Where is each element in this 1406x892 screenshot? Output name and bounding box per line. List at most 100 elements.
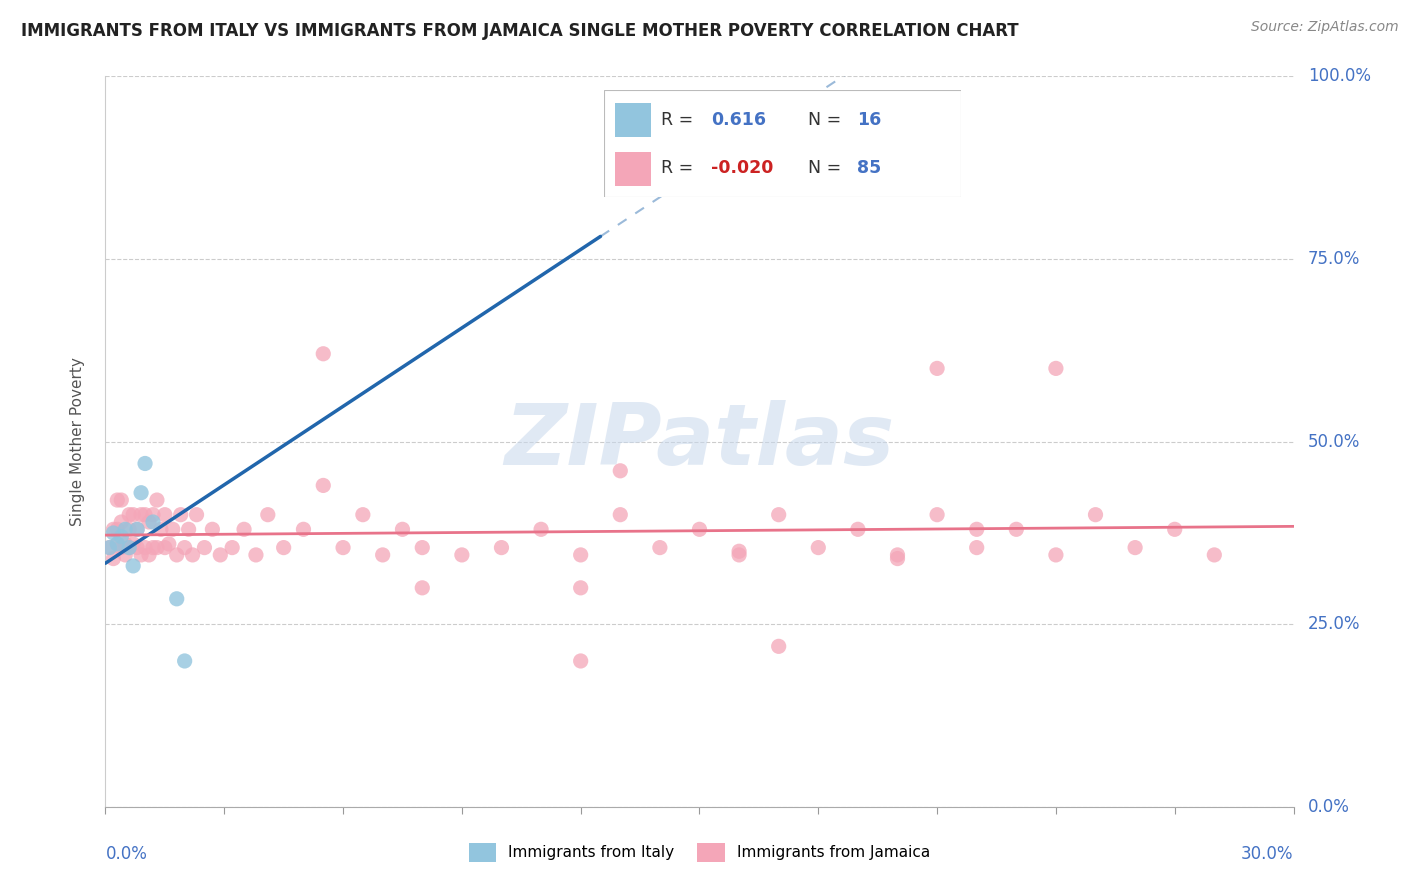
Point (153, 541, 176, 555)
Point (129, 548, 152, 562)
Point (491, 541, 513, 555)
Point (110, 493, 132, 508)
Text: 100.0%: 100.0% (1308, 67, 1371, 85)
Point (292, 522, 315, 536)
Point (846, 522, 869, 536)
Point (173, 654, 195, 668)
Point (110, 515, 132, 529)
Point (110, 530, 132, 544)
Point (122, 558, 145, 573)
Point (105, 522, 128, 536)
Point (114, 548, 136, 562)
Point (689, 522, 711, 536)
Text: 30.0%: 30.0% (1241, 846, 1294, 863)
Point (114, 537, 136, 551)
Point (103, 526, 125, 541)
Point (1164, 522, 1187, 536)
Point (352, 508, 374, 522)
Y-axis label: Single Mother Poverty: Single Mother Poverty (70, 357, 84, 526)
Point (569, 581, 592, 595)
Point (118, 522, 141, 536)
Point (181, 548, 204, 562)
Point (846, 91, 869, 105)
Point (146, 541, 169, 555)
Text: 75.0%: 75.0% (1308, 250, 1360, 268)
Point (1045, 361, 1067, 376)
Text: 85: 85 (858, 159, 882, 177)
Point (312, 478, 335, 492)
Point (142, 541, 165, 555)
Point (332, 541, 354, 555)
Point (122, 508, 145, 522)
Point (530, 522, 553, 536)
Text: IMMIGRANTS FROM ITALY VS IMMIGRANTS FROM JAMAICA SINGLE MOTHER POVERTY CORRELATI: IMMIGRANTS FROM ITALY VS IMMIGRANTS FROM… (21, 22, 1019, 40)
Text: 25.0%: 25.0% (1308, 615, 1360, 633)
Point (966, 541, 988, 555)
Point (138, 515, 160, 529)
Point (103, 522, 125, 536)
Legend: Immigrants from Italy, Immigrants from Jamaica: Immigrants from Italy, Immigrants from J… (463, 837, 936, 868)
Point (1084, 508, 1107, 522)
Point (193, 541, 215, 555)
Text: -0.020: -0.020 (711, 159, 773, 177)
Point (98, 541, 121, 555)
Text: N =: N = (807, 159, 841, 177)
Point (118, 541, 141, 555)
Point (177, 522, 200, 536)
Point (166, 591, 188, 606)
Text: 50.0%: 50.0% (1308, 433, 1360, 450)
Point (221, 541, 243, 555)
Point (925, 508, 948, 522)
Point (256, 508, 278, 522)
Point (98, 541, 121, 555)
Point (105, 537, 128, 551)
Point (134, 508, 156, 522)
Point (925, 361, 948, 376)
Text: R =: R = (661, 112, 693, 129)
Point (1123, 541, 1146, 555)
Point (648, 541, 671, 555)
Point (1204, 548, 1226, 562)
Point (146, 493, 169, 508)
Point (1045, 548, 1067, 562)
Point (411, 541, 433, 555)
Point (787, 91, 810, 105)
Point (807, 541, 830, 555)
Text: 0.0%: 0.0% (105, 846, 148, 863)
Point (371, 548, 394, 562)
Point (114, 522, 136, 536)
Point (142, 508, 165, 522)
Point (153, 508, 176, 522)
Point (312, 347, 335, 361)
Point (450, 548, 472, 562)
Point (127, 522, 149, 536)
Point (245, 548, 267, 562)
Point (728, 91, 751, 105)
Point (138, 548, 160, 562)
Point (129, 508, 152, 522)
Text: 16: 16 (858, 112, 882, 129)
Text: R =: R = (661, 159, 693, 177)
Point (149, 522, 172, 536)
Point (166, 548, 188, 562)
Point (233, 522, 256, 536)
Point (609, 508, 631, 522)
Point (273, 541, 295, 555)
Point (391, 522, 413, 536)
Point (118, 508, 141, 522)
Point (411, 581, 433, 595)
Point (728, 544, 751, 558)
Point (728, 548, 751, 562)
Point (768, 640, 790, 654)
Point (127, 522, 149, 536)
Point (569, 548, 592, 562)
Text: 0.0%: 0.0% (1308, 798, 1350, 816)
Point (129, 485, 152, 500)
Bar (616, 103, 651, 137)
Point (134, 541, 156, 555)
Text: 0.616: 0.616 (711, 112, 766, 129)
Point (1005, 522, 1028, 536)
Bar (616, 152, 651, 186)
Point (142, 515, 165, 529)
Point (209, 548, 232, 562)
